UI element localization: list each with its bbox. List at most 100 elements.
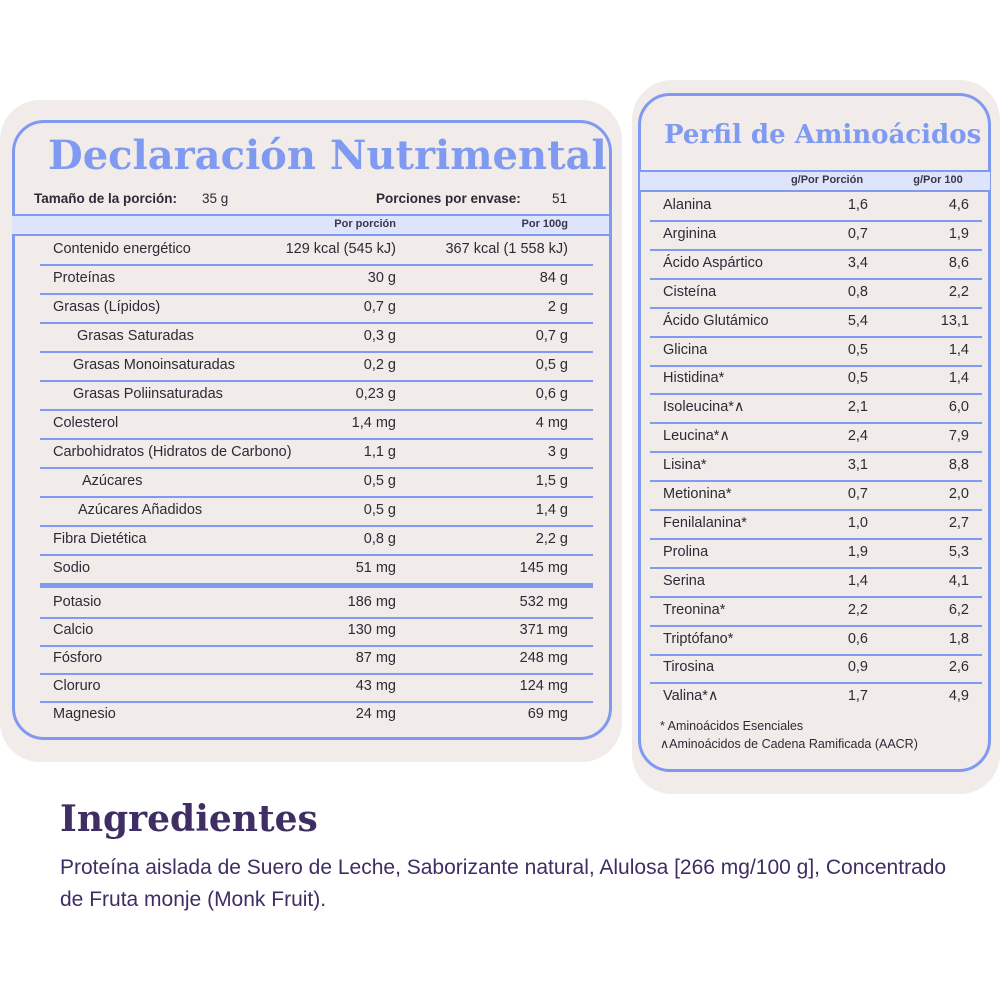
amino-title: Perfil de Aminoácidos — [664, 120, 982, 150]
servings-per-container-value: 51 — [552, 191, 568, 206]
amino-row: Isoleucina*∧ 2,1 6,0 — [650, 393, 982, 425]
row-label: Grasas Saturadas — [77, 328, 194, 344]
row-value-100: 2,2 — [948, 283, 969, 300]
row-label: Cloruro — [53, 678, 101, 694]
row-value-portion: 1,6 — [847, 197, 868, 213]
row-value-100: 371 mg — [519, 622, 568, 638]
col-per-100g: Por 100g — [521, 218, 568, 230]
nutrition-header-band — [12, 214, 609, 236]
row-value-100: 4 mg — [535, 415, 568, 431]
row-value-portion: 0,2 g — [363, 357, 396, 373]
row-value-100: 84 g — [539, 270, 568, 286]
row-value-portion: 0,7 — [847, 486, 868, 502]
row-value-portion: 130 mg — [347, 622, 396, 638]
row-value-100: 4,9 — [948, 688, 969, 705]
row-value-100: 6,0 — [948, 399, 969, 416]
row-label: Leucina*∧ — [663, 428, 731, 445]
row-label: Proteínas — [53, 270, 116, 286]
col-per-portion: Por porción — [334, 218, 396, 230]
serving-size-label: Tamaño de la porción: — [34, 191, 178, 206]
row-value-portion: 87 mg — [355, 650, 396, 666]
row-value-100: 0,6 g — [535, 386, 568, 402]
nutrition-row: Colesterol 1,4 mg 4 mg — [40, 409, 593, 440]
mineral-row: Cloruro 43 mg 124 mg — [40, 672, 593, 703]
row-label: Glicina — [663, 341, 708, 358]
row-value-100: 3 g — [547, 444, 568, 460]
row-label: Metionina* — [663, 486, 732, 502]
row-label: Grasas (Lípidos) — [53, 299, 161, 315]
row-value-portion: 0,5 g — [363, 502, 396, 518]
row-value-100: 7,9 — [948, 428, 969, 445]
row-value-100: 2,0 — [948, 486, 969, 502]
amino-row: Treonina* 2,2 6,2 — [650, 596, 982, 627]
nutrition-row: Grasas Poliinsaturadas 0,23 g 0,6 g — [40, 380, 593, 411]
nutrition-row: Fibra Dietética 0,8 g 2,2 g — [40, 525, 593, 556]
row-value-100: 1,4 — [948, 370, 969, 387]
row-value-100: 0,5 g — [535, 357, 568, 373]
row-label: Cisteína — [663, 283, 717, 300]
col-amino-portion: g/Por Porción — [790, 174, 864, 186]
row-value-portion: 1,7 — [847, 688, 868, 705]
amino-note-bcaa: ∧Aminoácidos de Cadena Ramificada (AACR) — [660, 737, 918, 751]
row-value-100: 145 mg — [519, 560, 568, 576]
row-value-portion: 1,9 — [847, 543, 868, 560]
row-value-portion: 0,23 g — [355, 386, 396, 402]
amino-card — [632, 80, 1000, 794]
row-label: Ácido Glutámico — [663, 312, 769, 329]
mineral-row: Potasio 186 mg 532 mg — [40, 588, 593, 619]
row-value-100: 8,8 — [948, 457, 969, 474]
nutrition-row: Azúcares 0,5 g 1,5 g — [40, 467, 593, 498]
nutrition-row: Contenido energético 129 kcal (545 kJ) 367… — [40, 235, 593, 266]
ingredients-text: Proteína aislada de Suero de Leche, Sabo… — [60, 856, 947, 911]
row-value-100: 1,9 — [948, 225, 969, 242]
row-label: Grasas Poliinsaturadas — [73, 386, 223, 402]
row-value-portion: 0,7 g — [363, 299, 396, 315]
nutrition-card — [0, 100, 622, 762]
row-value-100: 2 g — [547, 299, 568, 315]
row-label: Potasio — [53, 594, 102, 610]
amino-row: Fenilalanina* 1,0 2,7 — [650, 509, 982, 540]
amino-row: Leucina*∧ 2,4 7,9 — [650, 422, 982, 454]
nutrition-row: Grasas Saturadas 0,3 g 0,7 g — [40, 322, 593, 353]
nutrition-row: Azúcares Añadidos 0,5 g 1,4 g — [40, 496, 593, 527]
amino-frame — [638, 93, 991, 772]
amino-note-essential: * Aminoácidos Esenciales — [660, 719, 804, 733]
amino-row: Tirosina 0,9 2,6 — [650, 653, 982, 685]
row-value-portion: 2,1 — [847, 399, 868, 416]
row-value-100: 8,6 — [948, 254, 969, 271]
row-value-100: 1,4 — [948, 341, 969, 358]
mineral-row: Calcio 130 mg 371 mg — [40, 616, 593, 647]
amino-row: Arginina 0,7 1,9 — [650, 220, 982, 251]
row-label: Treonina* — [663, 601, 726, 618]
ingredients-title: Ingredientes — [60, 798, 318, 840]
row-label: Isoleucina*∧ — [663, 399, 745, 416]
row-value-100: 4,1 — [948, 572, 969, 589]
nutrition-row: Carbohidratos (Hidratos de Carbono) 1,1 g… — [40, 438, 593, 469]
row-label: Sodio — [53, 560, 91, 576]
row-label: Valina*∧ — [663, 688, 719, 705]
amino-row: Valina*∧ 1,7 4,9 — [650, 682, 982, 711]
row-value-100: 124 mg — [519, 678, 568, 694]
amino-row: Triptófano* 0,6 1,8 — [650, 625, 982, 656]
row-value-portion: 3,1 — [847, 457, 868, 474]
row-value-portion: 30 g — [367, 270, 396, 286]
nutrition-frame — [12, 120, 612, 740]
amino-row: Alanina 1,6 4,6 — [650, 191, 982, 222]
row-label: Tirosina — [663, 659, 715, 676]
row-value-portion: 43 mg — [355, 678, 396, 694]
row-value-portion: 51 mg — [355, 560, 396, 576]
amino-row: Cisteína 0,8 2,2 — [650, 278, 982, 309]
row-label: Azúcares Añadidos — [78, 502, 203, 518]
row-value-portion: 1,4 mg — [351, 415, 396, 431]
servings-per-container-label: Porciones por envase: — [376, 191, 521, 206]
row-value-portion: 0,8 g — [363, 531, 396, 547]
amino-header-band — [640, 170, 990, 192]
row-value-100: 13,1 — [940, 312, 969, 329]
amino-row: Serina 1,4 4,1 — [650, 567, 982, 598]
row-value-portion: 0,7 — [847, 225, 868, 242]
nutrition-row: Grasas Monoinsaturadas 0,2 g 0,5 g — [40, 351, 593, 382]
row-value-portion: 1,4 — [847, 572, 868, 589]
row-value-100: 2,6 — [948, 659, 969, 676]
row-value-portion: 0,5 — [847, 370, 868, 387]
row-label: Grasas Monoinsaturadas — [73, 357, 235, 373]
